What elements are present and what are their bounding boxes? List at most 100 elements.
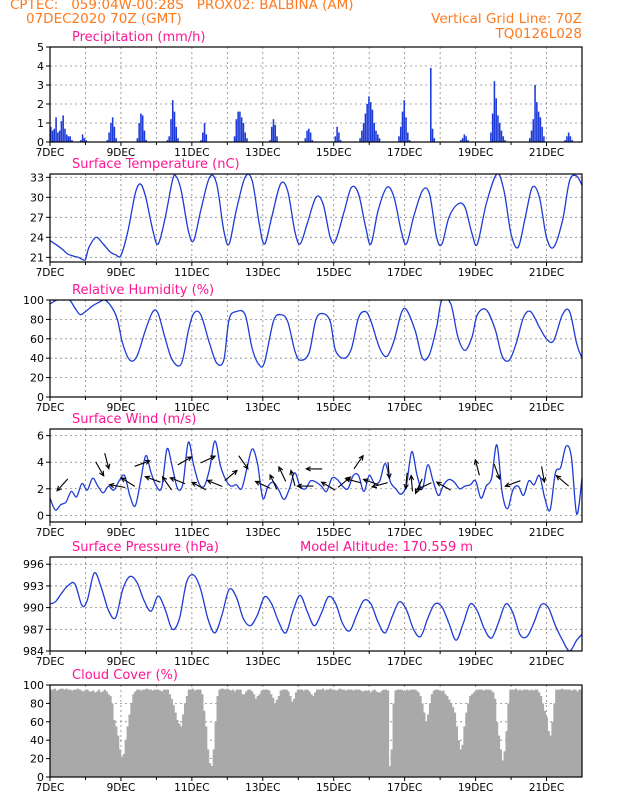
header-line1-left: CPTEC: 059:04W-00:28S PROX02: BALBINA (A… (10, 0, 354, 13)
precip-bar (62, 115, 64, 142)
panel-title: Relative Humidity (%) (72, 283, 214, 298)
series-line (50, 300, 582, 368)
cloud-bar (126, 726, 129, 777)
cloud-bar (407, 690, 411, 777)
cloud-bar (273, 703, 277, 777)
cloud-bar (185, 696, 189, 777)
cloud-bar (157, 689, 160, 777)
header-line2-right: Vertical Grid Line: 70Z (431, 11, 582, 27)
wind-arrow (200, 455, 217, 464)
precip-bar (244, 132, 246, 142)
precip-bar (528, 138, 531, 142)
precip-bar (57, 132, 59, 142)
precip-bar (502, 136, 505, 142)
plot-frame (49, 173, 583, 263)
cloud-bar (90, 691, 93, 777)
wind-arrow (238, 455, 249, 470)
header-line2-left: 07DEC2020 70Z (GMT) (26, 11, 182, 27)
cloud-bar (572, 689, 575, 777)
cloud-bar (434, 689, 437, 777)
cloud-bar (474, 690, 478, 777)
cloud-bar (206, 749, 210, 777)
cloud-bar (116, 735, 120, 777)
x-tick-label: 13DEC (245, 782, 280, 794)
wind-arrow (493, 463, 501, 481)
cloud-bar (256, 696, 259, 777)
x-tick-label: 9DEC (107, 656, 136, 668)
precip-bar (569, 136, 572, 142)
precip-bar (334, 136, 337, 142)
x-tick-label: 13DEC (245, 527, 280, 539)
cloud-bar (547, 731, 550, 777)
precip-bar (539, 117, 542, 142)
cloud-bar (382, 689, 386, 777)
y-tick-label: 30 (30, 191, 44, 204)
plot-frame (49, 556, 583, 652)
cloud-bar (333, 689, 336, 777)
cloud-bar (388, 765, 392, 777)
y-tick-label: 990 (23, 602, 44, 615)
precip-bar (203, 123, 206, 142)
cloud-bar (551, 721, 554, 777)
cloud-bar (465, 712, 468, 777)
x-tick-label: 15DEC (316, 147, 351, 159)
cloud-bar (457, 740, 460, 777)
cloud-bar (545, 717, 548, 777)
cloud-bar (203, 710, 206, 777)
cloud-bar (461, 744, 464, 777)
cloud-bar (346, 689, 349, 777)
cloud-bar (254, 698, 258, 777)
cloud-bar (405, 689, 409, 777)
precip-bar (274, 124, 277, 142)
cloud-bar (530, 689, 533, 777)
cloud-bar (559, 689, 562, 777)
cloud-bar (413, 689, 416, 777)
wind-arrow (304, 466, 323, 472)
wind-arrow (169, 476, 186, 485)
precip-bar (368, 96, 370, 142)
cloud-bar (518, 689, 522, 777)
cloud-bar (440, 691, 443, 777)
cloud-bar (183, 703, 187, 777)
precip-bar (311, 140, 314, 142)
cloud-bar (55, 690, 59, 777)
cloud-bar (467, 703, 470, 777)
x-tick-label: 21DEC (529, 267, 564, 279)
x-tick-label: 11DEC (174, 147, 209, 159)
precip-bar (106, 140, 109, 142)
cloud-bar (258, 694, 261, 777)
panel-3: 0 20 40 60 80 100 7DEC 9DEC 11DEC 13DEC 15DEC 17DEC… (23, 283, 583, 414)
precip-bar (361, 130, 363, 142)
cloud-bar (321, 688, 325, 777)
cloud-bar (446, 696, 449, 777)
precip-bar (534, 85, 536, 142)
cloud-bar (208, 763, 212, 777)
precip-bar (276, 136, 278, 142)
cloud-bar (143, 689, 147, 777)
cloud-bar (176, 719, 179, 777)
precip-bar (58, 130, 61, 142)
cloud-bar (168, 694, 171, 777)
wind-arrow (353, 454, 364, 470)
y-tick-label: 1 (37, 117, 44, 130)
cloud-bar (472, 692, 476, 777)
plot-frame (49, 428, 583, 523)
precip-bar (308, 128, 310, 142)
cloud-bar (193, 690, 196, 777)
cloud-bar (245, 691, 248, 777)
precip-bar (408, 140, 411, 142)
y-tick-label: 0 (37, 509, 44, 522)
cloud-bar (51, 689, 55, 777)
cloud-bar (287, 691, 290, 777)
precip-bar (269, 140, 271, 142)
y-tick-label: 2 (37, 98, 44, 111)
x-tick-label: 21DEC (529, 656, 564, 668)
precip-bar (362, 123, 365, 142)
cloud-bar (524, 689, 527, 777)
wind-arrow (435, 481, 451, 491)
cloud-bar (237, 689, 240, 777)
wind-arrow (95, 461, 105, 477)
cloud-bar (78, 689, 82, 777)
precip-bar (403, 100, 406, 142)
cloud-bar (539, 696, 543, 777)
